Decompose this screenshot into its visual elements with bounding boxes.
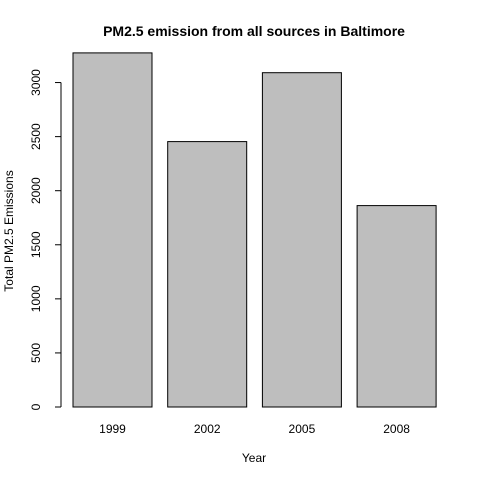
x-tick-label-1999: 1999 [99, 422, 126, 436]
bar-2008 [356, 205, 437, 408]
bar-1999 [72, 52, 153, 408]
y-tick-label-1000: 1000 [29, 285, 43, 312]
bars-group [72, 52, 437, 408]
y-tick-label-2500: 2500 [29, 123, 43, 150]
bar-2002 [167, 141, 248, 408]
chart-title: PM2.5 emission from all sources in Balti… [103, 23, 405, 39]
x-tick-label-2005: 2005 [289, 422, 316, 436]
x-tick-labels: 1999 2002 2005 2008 [99, 422, 410, 436]
y-axis-label: Total PM2.5 Emissions [2, 170, 16, 291]
y-tick-label-500: 500 [29, 343, 43, 363]
y-tick-label-0: 0 [29, 403, 43, 410]
bar-2005 [261, 72, 342, 408]
y-axis: 0 500 1000 1500 2000 2500 3000 [29, 69, 62, 410]
y-tick-label-3000: 3000 [29, 69, 43, 96]
x-tick-label-2002: 2002 [194, 422, 221, 436]
y-tick-label-2000: 2000 [29, 177, 43, 204]
y-tick-label-1500: 1500 [29, 231, 43, 258]
x-tick-label-2008: 2008 [383, 422, 410, 436]
x-axis-label: Year [242, 451, 266, 465]
